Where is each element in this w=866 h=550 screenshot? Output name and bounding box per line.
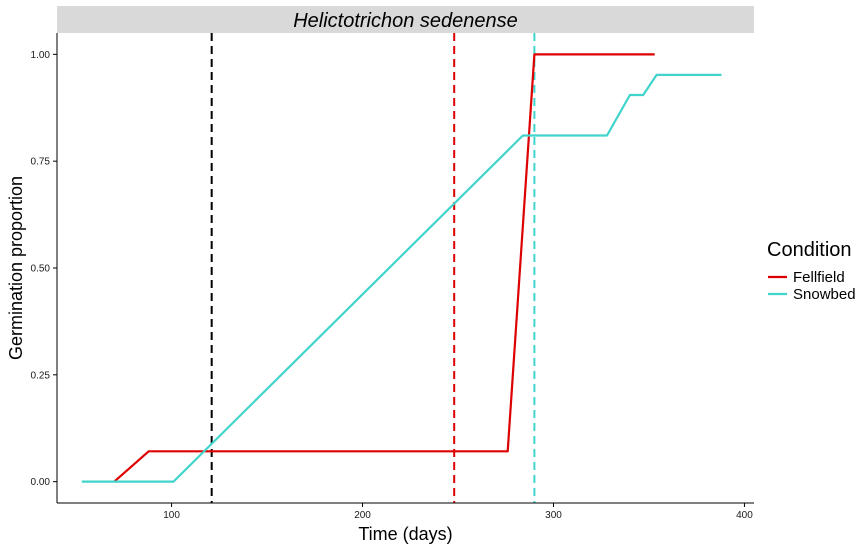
y-tick-label: 0.25 <box>31 370 51 381</box>
x-tick-label: 400 <box>736 510 753 521</box>
facet-strip <box>57 6 754 33</box>
y-axis-title: Germination proportion <box>6 176 26 360</box>
x-tick-label: 300 <box>545 510 562 521</box>
y-tick-label: 1.00 <box>31 50 51 61</box>
facet-title: Helictotrichon sedenense <box>293 10 518 32</box>
legend-title: Condition <box>767 239 852 261</box>
reference-lines <box>210 33 536 503</box>
y-axis-ticks: 0.00 0.25 0.50 0.75 1.00 <box>31 50 57 488</box>
series-line-snowbed <box>81 73 722 483</box>
x-axis-title: Time (days) <box>358 524 452 544</box>
series-line-fellfield <box>113 53 655 483</box>
y-tick-label: 0.50 <box>31 264 51 275</box>
legend-label-fellfield: Fellfield <box>793 269 845 286</box>
y-tick-label: 0.00 <box>31 477 51 488</box>
series-lines <box>81 53 722 483</box>
x-tick-label: 100 <box>163 510 180 521</box>
x-tick-label: 200 <box>354 510 371 521</box>
x-axis-ticks: 100 200 300 400 <box>163 503 753 521</box>
legend-label-snowbed: Snowbed <box>793 286 856 303</box>
y-tick-label: 0.75 <box>31 157 51 168</box>
